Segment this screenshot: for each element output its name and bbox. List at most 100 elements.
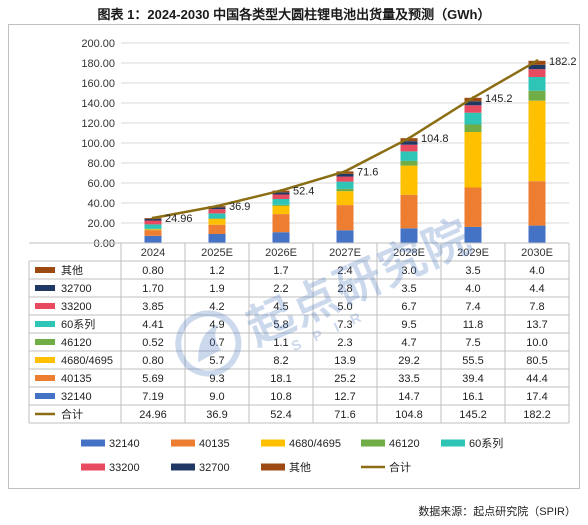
table-cell-value: 10.0 [526, 337, 547, 349]
table-legend-key [35, 303, 55, 309]
table-cell-value: 1.9 [209, 283, 224, 295]
bar-segment [400, 160, 418, 166]
bar-segment [400, 228, 418, 243]
legend-key [81, 463, 105, 471]
table-cell-value: 3.0 [401, 265, 416, 277]
table-row-label: 33200 [61, 301, 92, 313]
table-cell-value: 182.2 [523, 409, 551, 421]
table-cell-value: 9.0 [209, 391, 224, 403]
table-cell-value: 0.80 [142, 355, 163, 367]
legend-key [171, 439, 195, 447]
bar-segment [144, 235, 162, 243]
table-cell-value: 7.8 [529, 301, 544, 313]
legend-key [441, 439, 465, 447]
table-cell-value: 9.3 [209, 373, 224, 385]
table-cell-value: 4.2 [209, 301, 224, 313]
table-cell-value: 4.5 [273, 301, 288, 313]
table-cell-value: 145.2 [459, 409, 487, 421]
bar-segment [336, 205, 354, 231]
bar-segment [336, 191, 354, 206]
table-cell-value: 4.4 [529, 283, 544, 295]
table-cell-value: 0.7 [209, 337, 224, 349]
table-cell-value: 18.1 [270, 373, 291, 385]
legend-key [361, 439, 385, 447]
bar-segment [272, 194, 290, 199]
table-row-label: 32700 [61, 283, 92, 295]
table-cell-value: 4.0 [465, 283, 480, 295]
bar-segment [528, 60, 546, 65]
y-tick-label: 0.00 [94, 238, 115, 250]
x-tick-label: 2027E [329, 247, 361, 259]
table-cell-value: 104.8 [395, 409, 423, 421]
source-note: 数据来源：起点研究院（SPIR） [418, 506, 576, 518]
total-point [279, 189, 283, 193]
table-row-label: 其他 [61, 264, 83, 277]
chart-frame: 0.00 20.00 40.00 60.00 80.00 100.00 120.00 140.… [8, 24, 580, 489]
total-point [471, 96, 475, 100]
x-tick-label: 2025E [201, 247, 233, 259]
bar-segment [208, 207, 226, 210]
legend-label: 46120 [389, 438, 420, 450]
bar-segment [144, 229, 162, 231]
bar-segment [208, 209, 226, 214]
bar-segment [144, 228, 162, 230]
table-cell-value: 4.7 [401, 337, 416, 349]
table-cell-value: 16.1 [462, 391, 483, 403]
x-tick-label: 2024 [141, 247, 165, 259]
stacked-bar-chart: 0.00 20.00 40.00 60.00 80.00 100.00 120.00 140.… [28, 38, 577, 474]
bar-segment [464, 132, 482, 188]
table-cell-value: 8.2 [273, 355, 288, 367]
y-tick-label: 80.00 [87, 158, 115, 170]
table-cell-value: 5.0 [337, 301, 352, 313]
bar-segment [144, 218, 162, 221]
bar-segment [464, 226, 482, 243]
legend-label: 33200 [109, 462, 140, 474]
bar-segment [400, 151, 418, 161]
bar-segment [400, 194, 418, 229]
table-cell-value: 1.2 [209, 265, 224, 277]
legend-key [81, 439, 105, 447]
total-point [343, 169, 347, 173]
bar-segment [528, 181, 546, 226]
table-cell-value: 6.7 [401, 301, 416, 313]
bar-segment [336, 188, 354, 192]
table-cell-value: 3.5 [401, 283, 416, 295]
table-cell-value: 5.7 [209, 355, 224, 367]
total-data-label: 52.4 [293, 186, 314, 198]
chart-title: 图表 1：2024-2030 中国各类型大圆柱锂电池出货量及预测（GWh） [97, 7, 491, 22]
total-point [407, 136, 411, 140]
bar-segment [272, 204, 290, 206]
x-tick-label: 2029E [457, 247, 489, 259]
table-cell-value: 14.7 [398, 391, 419, 403]
total-point [215, 204, 219, 208]
table-cell-value: 2.8 [337, 283, 352, 295]
table-cell-value: 2.3 [337, 337, 352, 349]
table-cell-value: 2.4 [337, 265, 352, 277]
table-cell-value: 1.70 [142, 283, 163, 295]
bar-segment [208, 213, 226, 219]
y-tick-label: 200.00 [81, 38, 115, 50]
bar-segment [528, 77, 546, 91]
bar-segment [464, 105, 482, 113]
table-cell-value: 7.4 [465, 301, 480, 313]
y-tick-label: 140.00 [81, 98, 115, 110]
bar-segment [208, 234, 226, 243]
table-row-label: 32140 [61, 391, 92, 403]
table-cell-value: 4.41 [142, 319, 163, 331]
table-cell-value: 10.8 [270, 391, 291, 403]
table-cell-value: 71.6 [334, 409, 355, 421]
table-cell-value: 0.80 [142, 265, 163, 277]
y-tick-label: 100.00 [81, 138, 115, 150]
bar-segment [272, 232, 290, 243]
y-tick-label: 160.00 [81, 78, 115, 90]
legend-key [261, 439, 285, 447]
x-tick-label: 2030E [521, 247, 553, 259]
table-cell-value: 7.19 [142, 391, 163, 403]
total-point [151, 216, 155, 220]
bar-segment [464, 112, 482, 125]
table-cell-value: 36.9 [206, 409, 227, 421]
table-legend-key [35, 321, 55, 327]
table-cell-value: 52.4 [270, 409, 291, 421]
bar-segment [400, 165, 418, 195]
table-cell-value: 4.0 [529, 265, 544, 277]
